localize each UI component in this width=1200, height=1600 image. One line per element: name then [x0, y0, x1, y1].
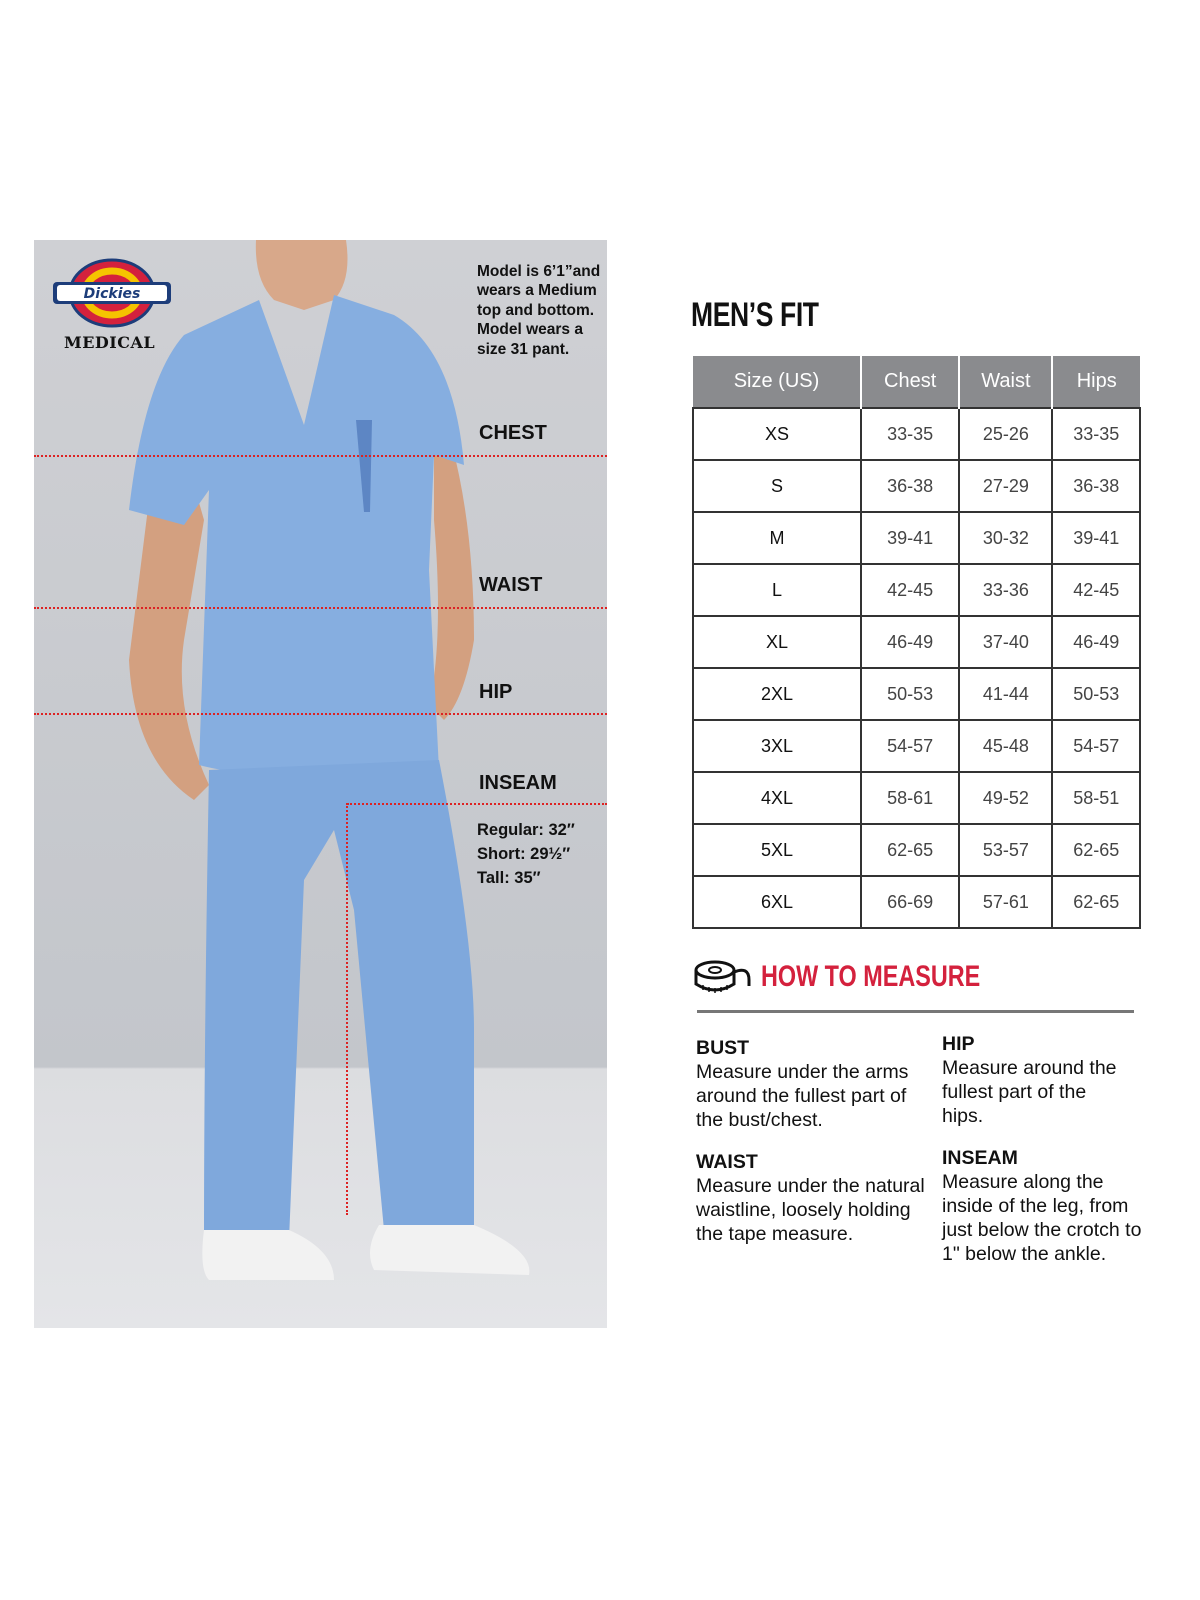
cell-waist: 57-61: [958, 875, 1054, 929]
cell-chest: 46-49: [859, 615, 961, 669]
measure-waist: WAIST Measure under the natural waistlin…: [696, 1150, 926, 1246]
cell-hips: 54-57: [1051, 719, 1141, 773]
inseam-short: Short: 29½″: [477, 845, 571, 863]
inseam-regular: Regular: 32″: [477, 821, 575, 839]
table-row: 2XL 50-53 41-44 50-53: [692, 667, 1141, 721]
model-figure: [129, 240, 530, 1280]
model-photo: [34, 240, 607, 1328]
cell-size: 6XL: [692, 875, 862, 929]
inseam-line: [347, 803, 607, 805]
cell-chest: 62-65: [859, 823, 961, 877]
table-row: 4XL 58-61 49-52 58-51: [692, 771, 1141, 825]
table-row: XS 33-35 25-26 33-35: [692, 407, 1141, 461]
cell-size: XS: [692, 407, 862, 461]
hip-line: [34, 713, 607, 715]
table-row: 6XL 66-69 57-61 62-65: [692, 875, 1141, 929]
measure-hip: HIP Measure around the fullest part of t…: [942, 1032, 1117, 1128]
header-hips: Hips: [1051, 356, 1140, 408]
table-row: M 39-41 30-32 39-41: [692, 511, 1141, 565]
cell-waist: 27-29: [958, 459, 1054, 513]
cell-size: 5XL: [692, 823, 862, 877]
cell-chest: 50-53: [859, 667, 961, 721]
cell-size: XL: [692, 615, 862, 669]
cell-hips: 39-41: [1051, 511, 1141, 565]
cell-chest: 42-45: [859, 563, 961, 617]
cell-size: S: [692, 459, 862, 513]
cell-chest: 54-57: [859, 719, 961, 773]
cell-chest: 39-41: [859, 511, 961, 565]
chest-line: [34, 455, 607, 457]
brand-sublabel: MEDICAL: [64, 333, 156, 352]
cell-size: 2XL: [692, 667, 862, 721]
measure-text: Measure along the inside of the leg, fro…: [942, 1171, 1142, 1265]
measure-heading: HIP: [942, 1033, 975, 1055]
how-to-measure-title: HOW TO MEASURE: [761, 960, 981, 993]
cell-hips: 50-53: [1051, 667, 1141, 721]
measure-inseam: INSEAM Measure along the inside of the l…: [942, 1146, 1147, 1266]
cell-waist: 37-40: [958, 615, 1054, 669]
cell-waist: 30-32: [958, 511, 1054, 565]
cell-waist: 45-48: [958, 719, 1054, 773]
header-chest: Chest: [859, 356, 960, 408]
measure-bust: BUST Measure under the arms around the f…: [696, 1036, 926, 1132]
table-row: S 36-38 27-29 36-38: [692, 459, 1141, 513]
cell-chest: 66-69: [859, 875, 961, 929]
size-chart-title: MEN’S FIT: [691, 296, 819, 334]
measure-text: Measure under the arms around the fulles…: [696, 1061, 909, 1131]
cell-hips: 62-65: [1051, 875, 1141, 929]
chest-label: CHEST: [479, 422, 547, 444]
dickies-logo: Dickies: [53, 258, 171, 328]
inseam-lengths: Regular: 32″ Short: 29½″ Tall: 35″: [477, 818, 575, 890]
divider: [697, 1010, 1134, 1013]
cell-size: 4XL: [692, 771, 862, 825]
cell-size: 3XL: [692, 719, 862, 773]
cell-hips: 42-45: [1051, 563, 1141, 617]
size-table: Size (US) Chest Waist Hips XS 33-35 25-26 3…: [692, 356, 1141, 929]
cell-size: L: [692, 563, 862, 617]
header-size: Size (US): [693, 356, 861, 408]
cell-hips: 33-35: [1051, 407, 1141, 461]
cell-hips: 46-49: [1051, 615, 1141, 669]
cell-waist: 41-44: [958, 667, 1054, 721]
cell-hips: 36-38: [1051, 459, 1141, 513]
header-waist: Waist: [958, 356, 1053, 408]
table-row: XL 46-49 37-40 46-49: [692, 615, 1141, 669]
cell-chest: 33-35: [859, 407, 961, 461]
cell-waist: 33-36: [958, 563, 1054, 617]
waist-line: [34, 607, 607, 609]
cell-waist: 53-57: [958, 823, 1054, 877]
cell-hips: 58-51: [1051, 771, 1141, 825]
table-row: 3XL 54-57 45-48 54-57: [692, 719, 1141, 773]
cell-waist: 49-52: [958, 771, 1054, 825]
table-row: 5XL 62-65 53-57 62-65: [692, 823, 1141, 877]
inseam-label: INSEAM: [479, 772, 557, 794]
measure-heading: INSEAM: [942, 1147, 1018, 1169]
model-note: Model is 6’1”and wears a Medium top and …: [477, 263, 601, 358]
measure-heading: BUST: [696, 1037, 750, 1059]
cell-size: M: [692, 511, 862, 565]
cell-hips: 62-65: [1051, 823, 1141, 877]
cell-chest: 58-61: [859, 771, 961, 825]
table-header-row: Size (US) Chest Waist Hips: [693, 356, 1140, 408]
tape-measure-icon: [694, 960, 751, 993]
measure-text: Measure around the fullest part of the h…: [942, 1057, 1117, 1127]
inseam-vertical-line: [346, 803, 348, 1215]
hip-label: HIP: [479, 681, 513, 703]
svg-text:Dickies: Dickies: [84, 286, 141, 302]
cell-waist: 25-26: [958, 407, 1054, 461]
cell-chest: 36-38: [859, 459, 961, 513]
waist-label: WAIST: [479, 574, 543, 596]
measure-text: Measure under the natural waistline, loo…: [696, 1175, 925, 1245]
inseam-tall: Tall: 35″: [477, 869, 541, 887]
measure-heading: WAIST: [696, 1151, 758, 1173]
table-row: L 42-45 33-36 42-45: [692, 563, 1141, 617]
